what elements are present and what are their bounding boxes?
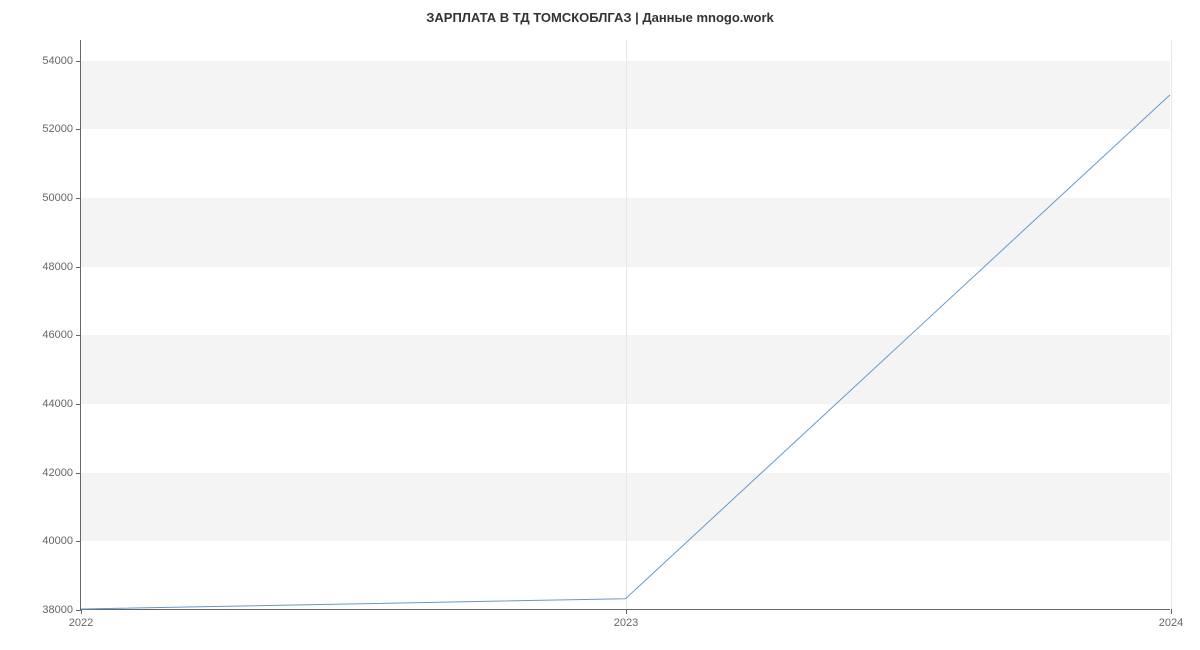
y-tick-label: 54000	[42, 55, 73, 67]
x-tick-label: 2024	[1159, 617, 1183, 629]
x-tick-label: 2022	[69, 617, 93, 629]
y-tick-label: 42000	[42, 467, 73, 479]
grid-vertical	[1171, 40, 1172, 609]
chart-title: ЗАРПЛАТА В ТД ТОМСКОБЛГАЗ | Данные mnogo…	[0, 0, 1200, 25]
series-line	[81, 95, 1170, 609]
line-series-svg	[81, 40, 1170, 609]
chart-container: 3800040000420004400046000480005000052000…	[80, 40, 1170, 610]
y-tick-label: 48000	[42, 261, 73, 273]
x-tick-mark	[1171, 609, 1172, 614]
y-tick-label: 44000	[42, 398, 73, 410]
y-tick-label: 52000	[42, 123, 73, 135]
x-tick-label: 2023	[614, 617, 638, 629]
x-tick-mark	[81, 609, 82, 614]
plot-area: 3800040000420004400046000480005000052000…	[80, 40, 1170, 610]
y-tick-label: 40000	[42, 535, 73, 547]
y-tick-label: 46000	[42, 329, 73, 341]
y-tick-label: 50000	[42, 192, 73, 204]
x-tick-mark	[626, 609, 627, 614]
y-tick-label: 38000	[42, 604, 73, 616]
